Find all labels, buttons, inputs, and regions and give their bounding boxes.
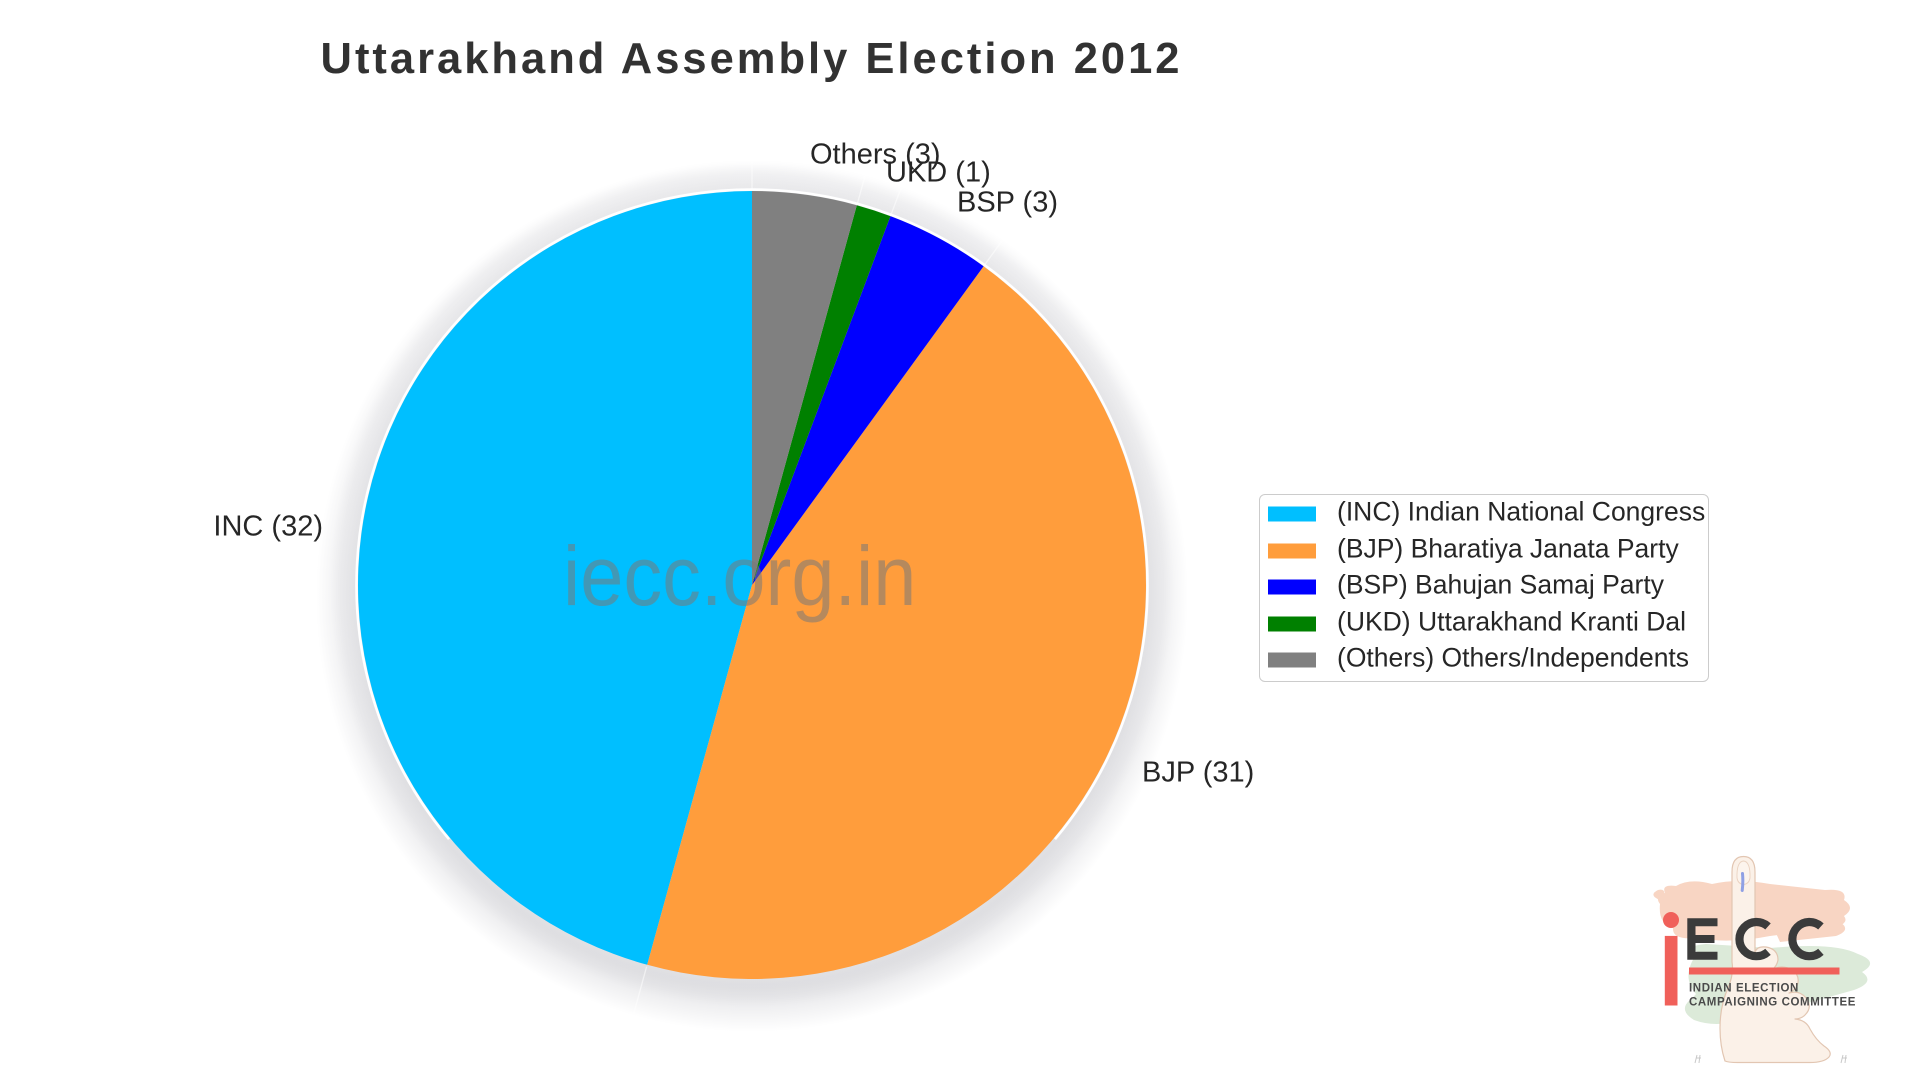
svg-text:CAMPAIGNING COMMITTEE: CAMPAIGNING COMMITTEE bbox=[1689, 997, 1856, 1009]
svg-text:INDIAN ELECTION: INDIAN ELECTION bbox=[1689, 983, 1799, 995]
